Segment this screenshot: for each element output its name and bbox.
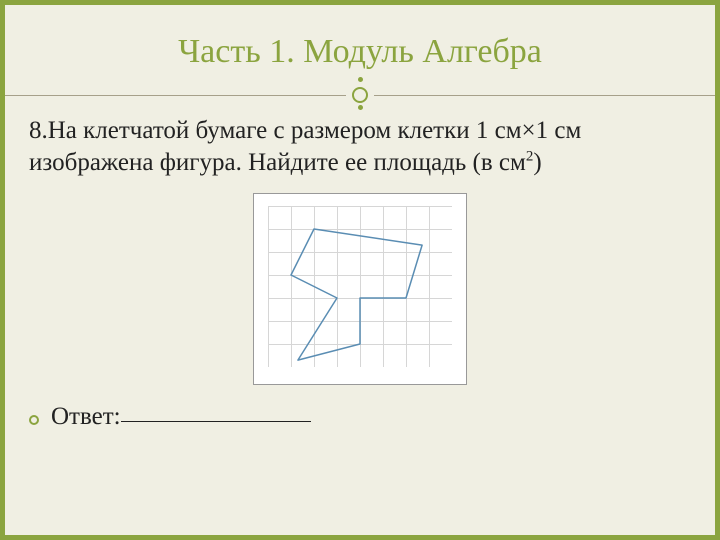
bullet-icon: [29, 415, 39, 425]
title-area: Часть 1. Модуль Алгебра: [5, 5, 715, 85]
grid-polygon-figure: [268, 206, 452, 367]
ornament-line-left: [5, 95, 346, 96]
answer-label: Ответ:: [51, 403, 121, 430]
figure-box: [253, 193, 467, 385]
ornament-dot-top: [358, 77, 363, 82]
answer-row: Ответ:: [29, 403, 691, 431]
ornament-line-right: [374, 95, 715, 96]
ornament-ring: [352, 87, 368, 103]
problem-text-pre: 8.На клетчатой бумаге с размером клетки …: [29, 117, 581, 176]
slide: Часть 1. Модуль Алгебра 8.На клетчатой б…: [0, 0, 720, 540]
slide-title: Часть 1. Модуль Алгебра: [5, 33, 715, 71]
content-area: 8.На клетчатой бумаге с размером клетки …: [5, 107, 715, 431]
answer-blank-line: [121, 421, 311, 422]
title-ornament: [5, 83, 715, 107]
problem-text: 8.На клетчатой бумаге с размером клетки …: [29, 115, 691, 179]
figure-container: [29, 193, 691, 385]
ornament-dot-bottom: [358, 105, 363, 110]
problem-text-post: ): [533, 149, 541, 176]
